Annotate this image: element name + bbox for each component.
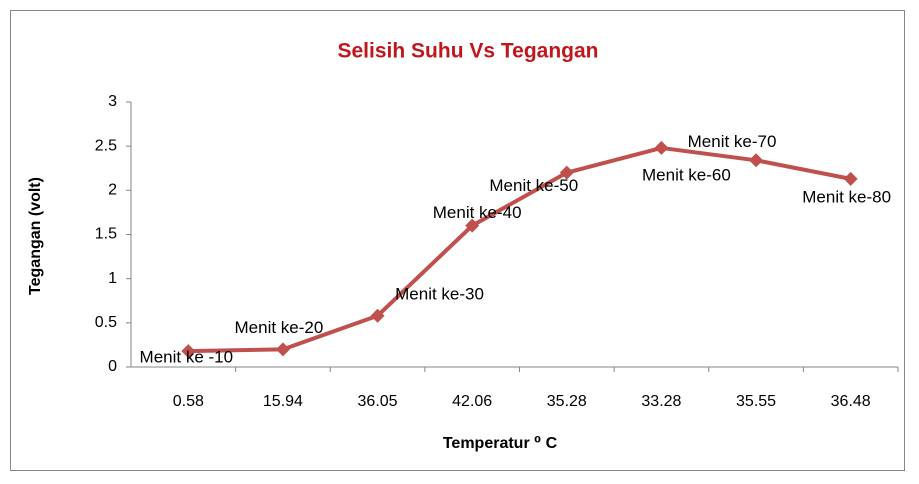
point-label: Menit ke-70 xyxy=(688,132,777,151)
x-tick-label: 15.94 xyxy=(263,393,303,410)
line xyxy=(188,145,852,354)
x-tick-label: 36.48 xyxy=(831,393,871,410)
x-tick-label: 42.06 xyxy=(452,393,492,410)
point-label: Menit ke-50 xyxy=(489,176,578,195)
x-tick-label: 35.28 xyxy=(547,393,587,410)
y-tick-label: 0 xyxy=(108,358,117,375)
x-tick-label: 35.55 xyxy=(736,393,776,410)
point-label: Menit ke-30 xyxy=(395,284,484,303)
point-label: Menit ke-20 xyxy=(235,318,324,337)
point-label: Menit ke-40 xyxy=(433,203,522,222)
marker xyxy=(465,218,480,233)
marker xyxy=(749,153,764,168)
y-tick-label: 3 xyxy=(108,93,117,110)
x-tick-label: 0.58 xyxy=(173,393,204,410)
y-tick-label: 2.5 xyxy=(95,137,117,154)
y-tick-label: 1 xyxy=(108,270,117,287)
marker xyxy=(843,171,858,186)
y-tick-label: 2 xyxy=(108,182,117,199)
y-tick-label: 0.5 xyxy=(95,314,117,331)
point-label: Menit ke-80 xyxy=(802,187,891,206)
y-axis-label: Tegangan (volt) xyxy=(27,177,44,295)
point-label: Menit ke-60 xyxy=(642,165,731,184)
x-tick-label: 33.28 xyxy=(641,393,681,410)
marker xyxy=(654,140,669,155)
y-tick-label: 1.5 xyxy=(95,226,117,243)
point-label: Menit ke -10 xyxy=(140,348,234,367)
x-axis-label: Temperatur ⁰ C xyxy=(443,435,558,452)
marker xyxy=(275,342,290,357)
marker xyxy=(559,165,574,180)
x-tick-label: 36.05 xyxy=(358,393,398,410)
chart-title: Selisih Suhu Vs Tegangan xyxy=(338,40,599,63)
marker xyxy=(181,344,196,359)
marker xyxy=(370,308,385,323)
